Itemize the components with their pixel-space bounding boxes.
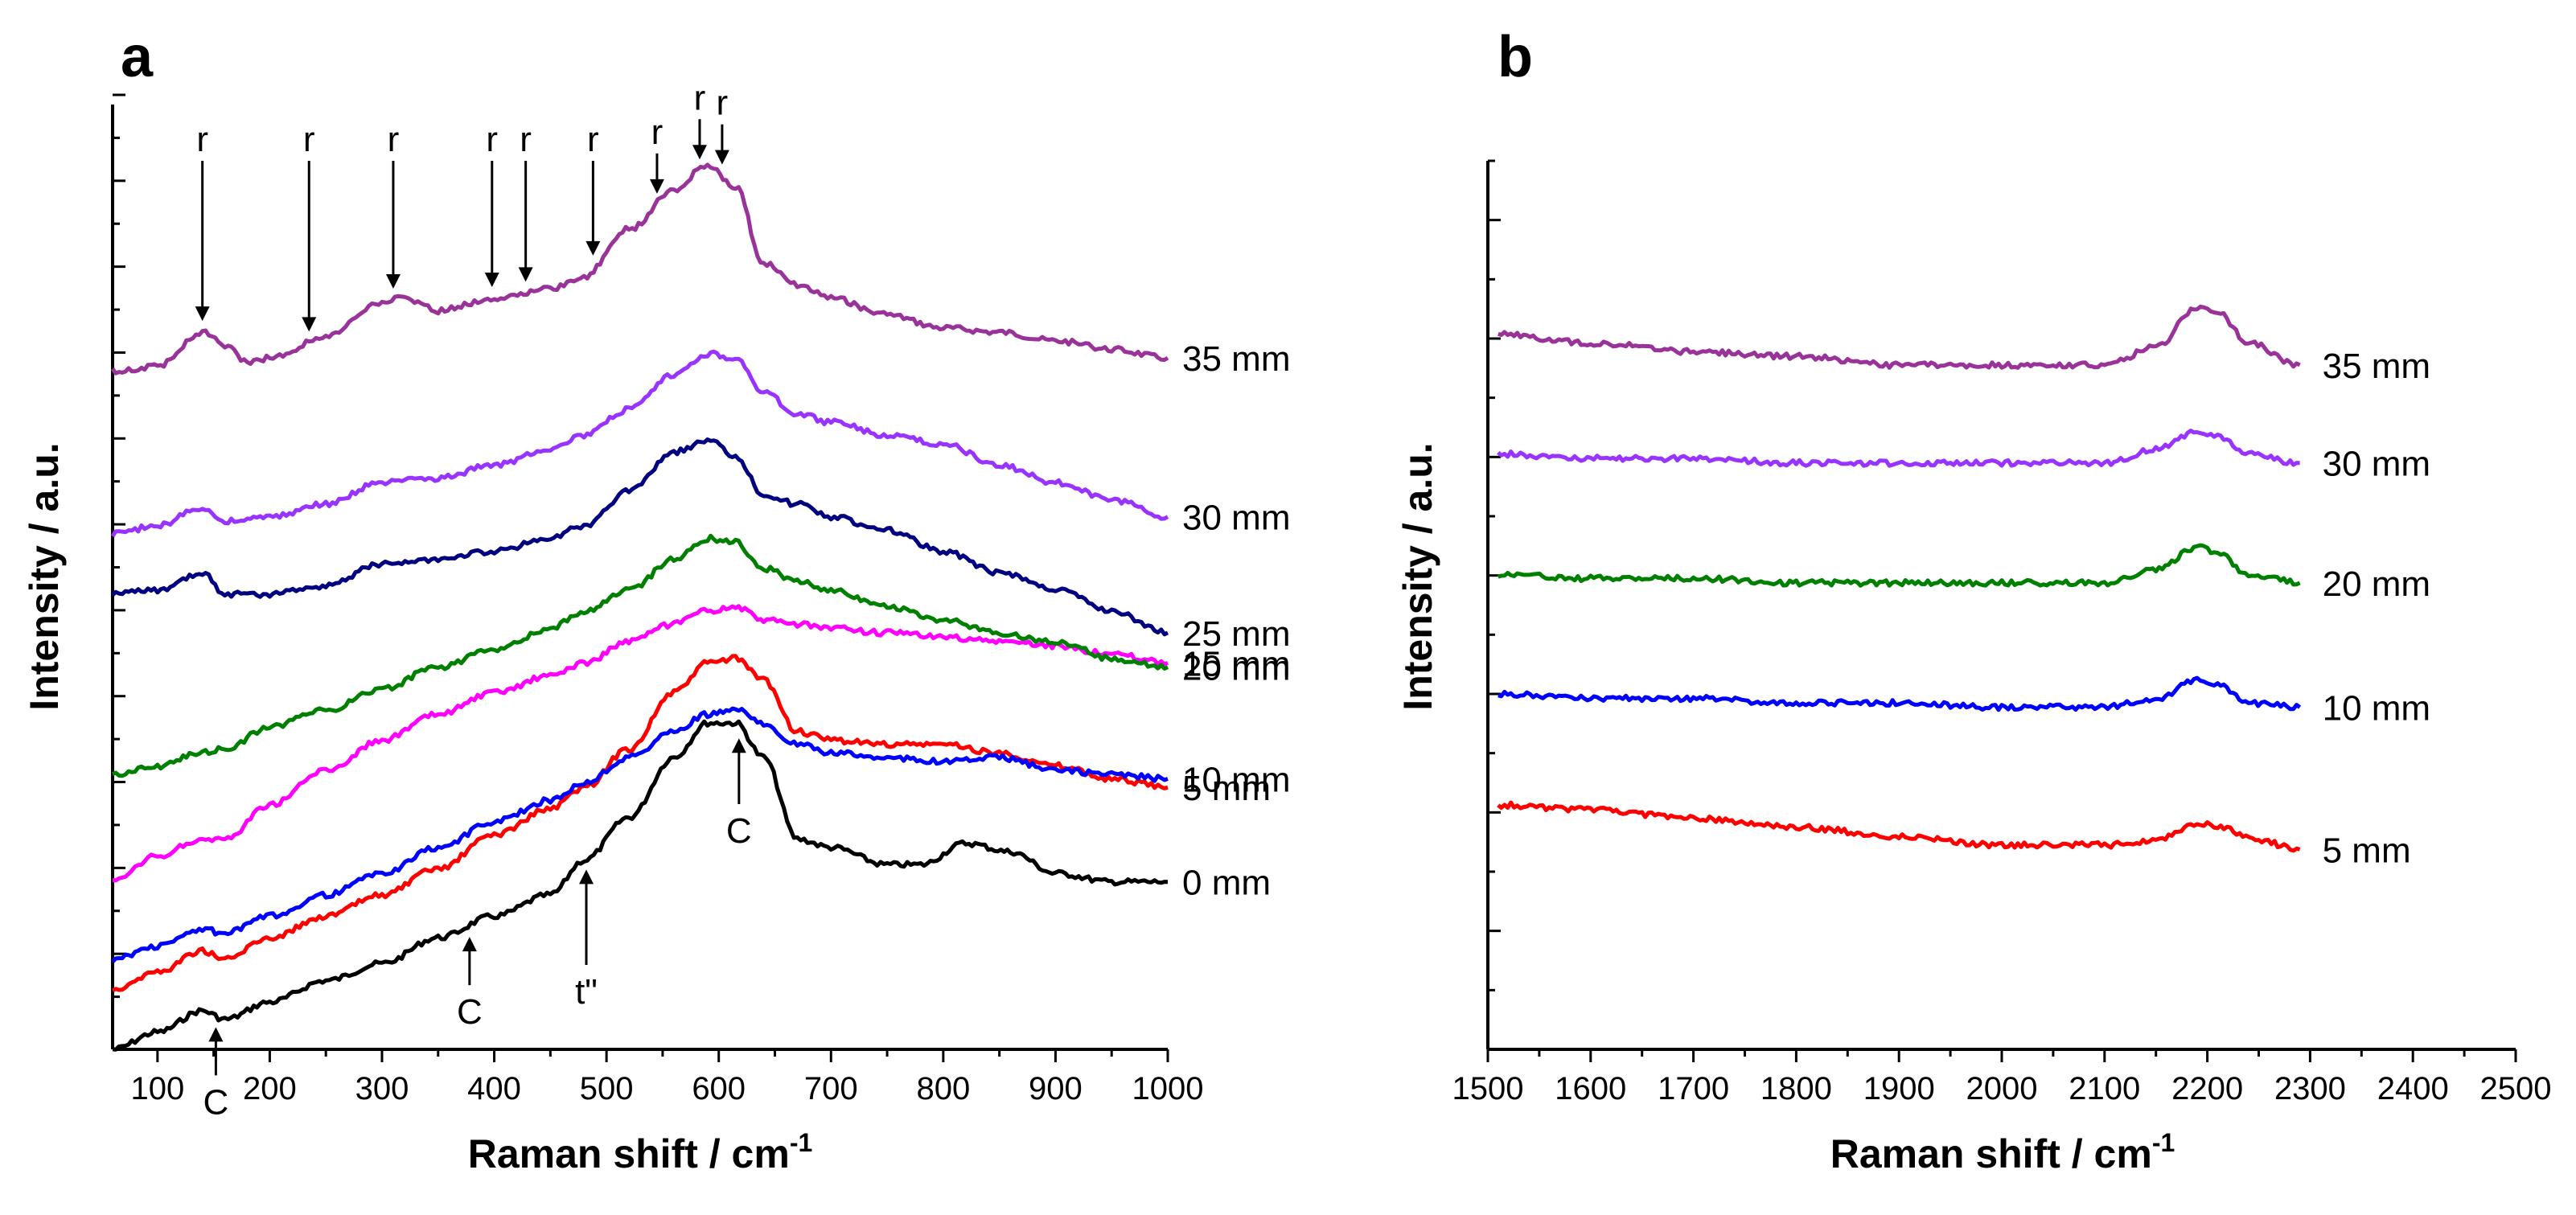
series-line-10-mm bbox=[111, 706, 1169, 963]
annotation-label: r bbox=[694, 78, 706, 117]
series-label: 15 mm bbox=[1182, 644, 1290, 683]
annotation-arrow-head bbox=[208, 1027, 224, 1042]
series-line-35-mm bbox=[1498, 304, 2301, 370]
series-line-20-mm bbox=[112, 533, 1169, 778]
annotation-arrow-head bbox=[462, 937, 477, 952]
panel-a-series bbox=[110, 162, 1169, 1052]
annotation-label: r bbox=[717, 84, 729, 123]
x-tick-label: 800 bbox=[916, 1071, 970, 1106]
panel-a-x-title-sup: -1 bbox=[790, 1128, 812, 1157]
annotation-arrow-head bbox=[385, 274, 401, 289]
annotation-label: r bbox=[388, 120, 400, 159]
series-label: 35 mm bbox=[1182, 339, 1290, 379]
series-line-25-mm bbox=[111, 437, 1169, 637]
x-tick-label: 1900 bbox=[1863, 1071, 1935, 1106]
annotation-arrow-head bbox=[731, 738, 746, 753]
x-tick-label: 600 bbox=[692, 1071, 746, 1106]
panel-a-x-ticks: 100 200 300 400 500 600 700 800 900 1000 bbox=[130, 1049, 1203, 1106]
annotation-label: t" bbox=[575, 972, 598, 1012]
series-line-30-mm bbox=[1497, 429, 2300, 468]
annotation-arrow-head bbox=[195, 306, 210, 322]
series-line-5-mm bbox=[111, 654, 1169, 993]
panel-b-series bbox=[1497, 304, 2302, 853]
series-label: 5 mm bbox=[1182, 769, 1271, 808]
series-line-0-mm bbox=[112, 719, 1169, 1052]
panel-a-label: a bbox=[121, 25, 154, 89]
annotation-label: C bbox=[726, 811, 752, 851]
series-label: 0 mm bbox=[1182, 864, 1271, 903]
series-label: 20 mm bbox=[2323, 564, 2430, 604]
x-tick-label: 500 bbox=[580, 1071, 634, 1106]
x-tick-label: 1600 bbox=[1555, 1071, 1626, 1106]
x-tick-label: 1000 bbox=[1132, 1071, 1204, 1106]
annotation-arrow-head bbox=[649, 179, 664, 194]
annotation-arrow-head bbox=[585, 240, 601, 256]
annotation-arrow-head bbox=[579, 869, 594, 885]
x-tick-label: 400 bbox=[467, 1071, 521, 1106]
x-tick-label: 900 bbox=[1029, 1071, 1083, 1106]
annotation-arrow-head bbox=[302, 317, 317, 332]
x-tick-label: 1500 bbox=[1452, 1071, 1524, 1106]
panel-b-label: b bbox=[1498, 25, 1533, 89]
x-tick-label: 2500 bbox=[2480, 1071, 2552, 1106]
panel-a-y-ticks bbox=[113, 93, 125, 999]
panel-b-x-title-sup: -1 bbox=[2152, 1128, 2175, 1157]
series-line-35-mm bbox=[110, 162, 1169, 376]
x-tick-label: 2000 bbox=[1966, 1071, 2038, 1106]
x-tick-label: 2300 bbox=[2274, 1071, 2346, 1106]
annotation-arrow-head bbox=[518, 267, 533, 282]
series-label: 10 mm bbox=[2323, 689, 2430, 729]
series-line-20-mm bbox=[1498, 543, 2301, 588]
annotation-label: r bbox=[486, 120, 498, 159]
series-label: 10 mm bbox=[1182, 761, 1290, 800]
panel-a-x-title: Raman shift / cm-1 bbox=[468, 1128, 813, 1176]
series-label: 20 mm bbox=[1182, 649, 1290, 688]
series-label: 35 mm bbox=[2323, 347, 2430, 386]
x-tick-label: 1700 bbox=[1658, 1071, 1729, 1106]
annotation-label: C bbox=[203, 1082, 229, 1122]
annotation-label: C bbox=[457, 992, 483, 1032]
x-tick-label: 200 bbox=[243, 1071, 297, 1106]
series-line-15-mm bbox=[112, 604, 1169, 883]
series-label: 5 mm bbox=[2323, 831, 2411, 870]
x-tick-label: 2100 bbox=[2069, 1071, 2140, 1106]
annotation-arrow-head bbox=[692, 145, 707, 160]
series-label: 25 mm bbox=[1182, 614, 1290, 654]
panel-a-y-title: Intensity / a.u. bbox=[22, 442, 67, 710]
series-label: 30 mm bbox=[2323, 445, 2430, 484]
x-tick-label: 2200 bbox=[2171, 1071, 2243, 1106]
series-line-10-mm bbox=[1498, 675, 2302, 712]
panel-a: a 100 200 300 400 500 600 700 800 900 1000 0 mm 5 … bbox=[22, 25, 1290, 1176]
annotation-arrow-head bbox=[714, 150, 729, 165]
panel-b-x-title: Raman shift / cm-1 bbox=[1830, 1128, 2175, 1176]
x-tick-label: 700 bbox=[804, 1071, 858, 1106]
panel-a-x-title-text: Raman shift / cm bbox=[468, 1131, 790, 1176]
series-line-30-mm bbox=[110, 349, 1169, 538]
annotation-arrow-head bbox=[484, 272, 499, 287]
panel-b: b 1500 1600 1700 1800 1900 2000 2100 2200 2300 24… bbox=[1395, 25, 2551, 1176]
annotation-label: r bbox=[651, 113, 664, 152]
x-tick-label: 1800 bbox=[1760, 1071, 1832, 1106]
series-line-5-mm bbox=[1497, 800, 2301, 853]
annotation-label: r bbox=[587, 120, 599, 159]
annotation-label: r bbox=[303, 120, 315, 159]
annotation-label: r bbox=[520, 120, 532, 159]
x-tick-label: 2400 bbox=[2377, 1071, 2449, 1106]
panel-b-series-labels: 5 mm 10 mm 20 mm 30 mm 35 mm bbox=[2323, 347, 2430, 870]
x-tick-label: 100 bbox=[130, 1071, 184, 1106]
panel-b-x-title-text: Raman shift / cm bbox=[1830, 1131, 2152, 1176]
panel-b-y-ticks bbox=[1488, 159, 1501, 991]
x-tick-label: 300 bbox=[355, 1071, 409, 1106]
panel-b-y-title: Intensity / a.u. bbox=[1395, 442, 1440, 710]
panel-b-x-ticks: 1500 1600 1700 1800 1900 2000 2100 2200 2300 2400… bbox=[1452, 1049, 2552, 1106]
series-label: 30 mm bbox=[1182, 499, 1290, 538]
annotation-label: r bbox=[196, 120, 208, 159]
